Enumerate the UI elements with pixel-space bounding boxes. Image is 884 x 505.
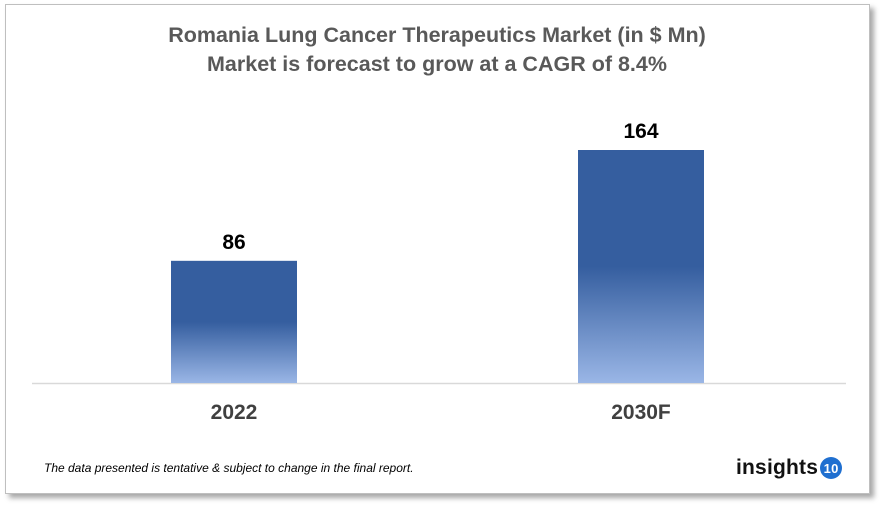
chart-title: Romania Lung Cancer Therapeutics Market …: [168, 23, 706, 47]
bar-2022: [171, 260, 297, 383]
x-tick-label: 2030F: [611, 401, 671, 424]
data-label: 164: [623, 120, 658, 143]
chart-title-block: Romania Lung Cancer Therapeutics Market …: [0, 21, 874, 79]
disclaimer-note: The data presented is tentative & subjec…: [44, 461, 414, 475]
logo-number: 10: [820, 457, 843, 479]
x-tick-label: 2022: [211, 401, 258, 424]
logo-text: insights: [736, 456, 819, 479]
chart-frame: [5, 4, 870, 494]
bar-2030F: [578, 150, 704, 383]
chart-subtitle: Market is forecast to grow at a CAGR of …: [207, 52, 667, 76]
data-label: 86: [222, 231, 245, 254]
insights10-logo: insights 10: [736, 456, 843, 480]
